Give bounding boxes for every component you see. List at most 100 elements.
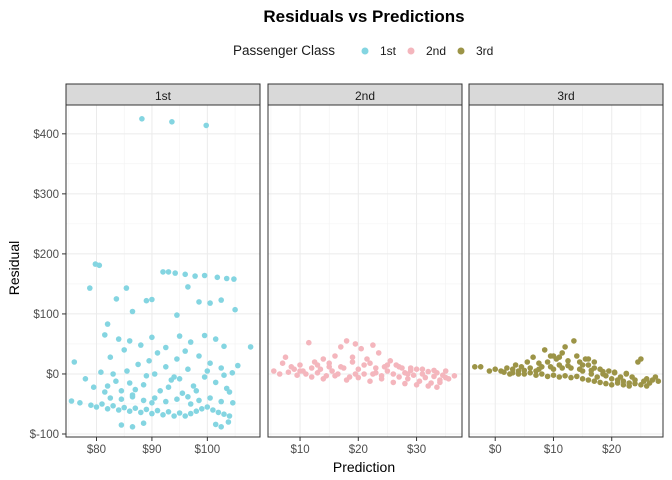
data-point bbox=[68, 398, 75, 404]
data-point bbox=[187, 339, 194, 345]
facet-panels: $-100 $0 $100 $200 $300 $400 1st $80 $90 $100 2nd $… bbox=[30, 83, 664, 456]
data-point bbox=[550, 372, 557, 379]
data-point bbox=[574, 353, 580, 359]
data-point bbox=[126, 380, 133, 386]
facet-panel-2nd: 2nd $10 $20 $30 bbox=[267, 83, 463, 456]
data-point bbox=[504, 365, 510, 371]
data-point bbox=[138, 409, 144, 416]
data-point bbox=[544, 373, 551, 380]
data-point bbox=[176, 376, 183, 382]
data-point bbox=[600, 368, 606, 375]
data-point bbox=[367, 360, 373, 367]
data-point bbox=[559, 365, 565, 371]
data-point bbox=[562, 344, 568, 350]
data-point bbox=[608, 376, 615, 382]
data-point bbox=[314, 362, 321, 368]
data-point bbox=[632, 380, 638, 387]
data-point bbox=[201, 272, 208, 279]
data-point bbox=[207, 395, 213, 401]
x-axis-label: Prediction bbox=[333, 459, 395, 475]
data-point bbox=[110, 371, 116, 377]
data-point bbox=[588, 367, 595, 374]
data-point bbox=[113, 378, 119, 385]
data-point bbox=[617, 374, 624, 380]
data-point bbox=[174, 312, 180, 318]
data-point bbox=[182, 413, 188, 419]
data-point bbox=[163, 344, 169, 351]
data-point bbox=[326, 360, 333, 367]
data-point bbox=[574, 373, 580, 380]
data-point bbox=[93, 404, 100, 410]
data-point bbox=[140, 420, 147, 427]
x-tick-label: $30 bbox=[407, 444, 426, 456]
legend-label-2nd: 2nd bbox=[426, 44, 446, 58]
data-point bbox=[221, 343, 227, 350]
data-point bbox=[643, 376, 650, 382]
data-point bbox=[165, 384, 172, 391]
data-point bbox=[585, 356, 592, 362]
data-point bbox=[118, 388, 125, 394]
x-tick-label: $90 bbox=[142, 444, 161, 456]
data-point bbox=[126, 338, 133, 344]
data-point bbox=[413, 366, 420, 373]
legend-label-1st: 1st bbox=[380, 44, 397, 58]
data-point bbox=[132, 386, 139, 393]
data-point bbox=[608, 382, 615, 388]
data-point bbox=[218, 365, 224, 371]
data-point bbox=[614, 380, 621, 386]
data-point bbox=[185, 366, 191, 373]
data-point bbox=[579, 376, 586, 382]
y-tick-label: $400 bbox=[33, 129, 59, 141]
data-point bbox=[343, 338, 350, 344]
data-point bbox=[407, 365, 414, 371]
legend-label-3rd: 3rd bbox=[476, 44, 493, 58]
data-point bbox=[367, 378, 373, 385]
data-point bbox=[193, 388, 200, 394]
data-point bbox=[515, 371, 522, 377]
data-point bbox=[215, 409, 222, 416]
data-point bbox=[571, 338, 577, 344]
data-point bbox=[193, 408, 200, 415]
data-point bbox=[620, 382, 627, 388]
facet-panel-3rd: 3rd $0 $10 $20 bbox=[468, 83, 664, 456]
data-point bbox=[231, 276, 237, 282]
data-point bbox=[544, 359, 551, 365]
data-point bbox=[226, 389, 233, 395]
data-point bbox=[212, 336, 219, 342]
data-point bbox=[294, 372, 300, 379]
data-point bbox=[541, 347, 548, 353]
data-point bbox=[185, 394, 191, 400]
data-point bbox=[349, 359, 356, 365]
data-point bbox=[149, 334, 155, 341]
data-point bbox=[163, 364, 169, 370]
data-point bbox=[230, 400, 236, 406]
legend: Passenger Class 1st 2nd 3rd bbox=[233, 43, 493, 58]
data-point bbox=[579, 362, 586, 368]
data-point bbox=[524, 359, 531, 365]
data-point bbox=[190, 383, 197, 389]
legend-key-3rd bbox=[457, 47, 465, 55]
data-point bbox=[90, 384, 97, 391]
data-point bbox=[87, 285, 93, 291]
x-tick-label: $0 bbox=[489, 444, 502, 456]
data-point bbox=[559, 350, 565, 356]
x-tick-label: $20 bbox=[349, 444, 368, 456]
data-point bbox=[565, 358, 571, 364]
data-point bbox=[232, 306, 238, 313]
data-point bbox=[527, 365, 533, 371]
y-tick-label: $200 bbox=[33, 249, 59, 261]
data-point bbox=[182, 271, 188, 278]
data-point bbox=[276, 371, 283, 377]
data-point bbox=[212, 421, 219, 428]
data-point bbox=[533, 372, 539, 379]
data-point bbox=[288, 364, 295, 370]
data-point bbox=[82, 376, 89, 382]
data-point bbox=[591, 359, 598, 365]
data-point bbox=[149, 400, 155, 406]
data-point bbox=[297, 362, 303, 368]
data-point bbox=[597, 379, 603, 386]
data-point bbox=[434, 384, 440, 391]
data-point bbox=[110, 403, 116, 409]
data-point bbox=[218, 424, 224, 430]
data-point bbox=[425, 368, 432, 375]
